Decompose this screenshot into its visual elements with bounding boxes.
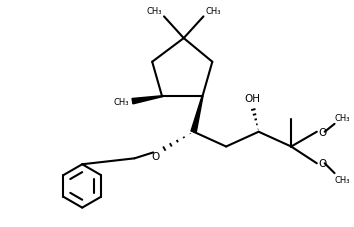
Text: O: O xyxy=(152,152,160,162)
Text: O: O xyxy=(319,127,327,137)
Text: CH₃: CH₃ xyxy=(335,175,350,184)
Text: CH₃: CH₃ xyxy=(113,97,129,106)
Text: O: O xyxy=(319,159,327,168)
Text: CH₃: CH₃ xyxy=(335,113,350,122)
Polygon shape xyxy=(191,97,203,133)
Text: CH₃: CH₃ xyxy=(147,7,162,16)
Polygon shape xyxy=(132,96,162,104)
Text: CH₃: CH₃ xyxy=(205,7,221,16)
Text: OH: OH xyxy=(245,94,261,104)
